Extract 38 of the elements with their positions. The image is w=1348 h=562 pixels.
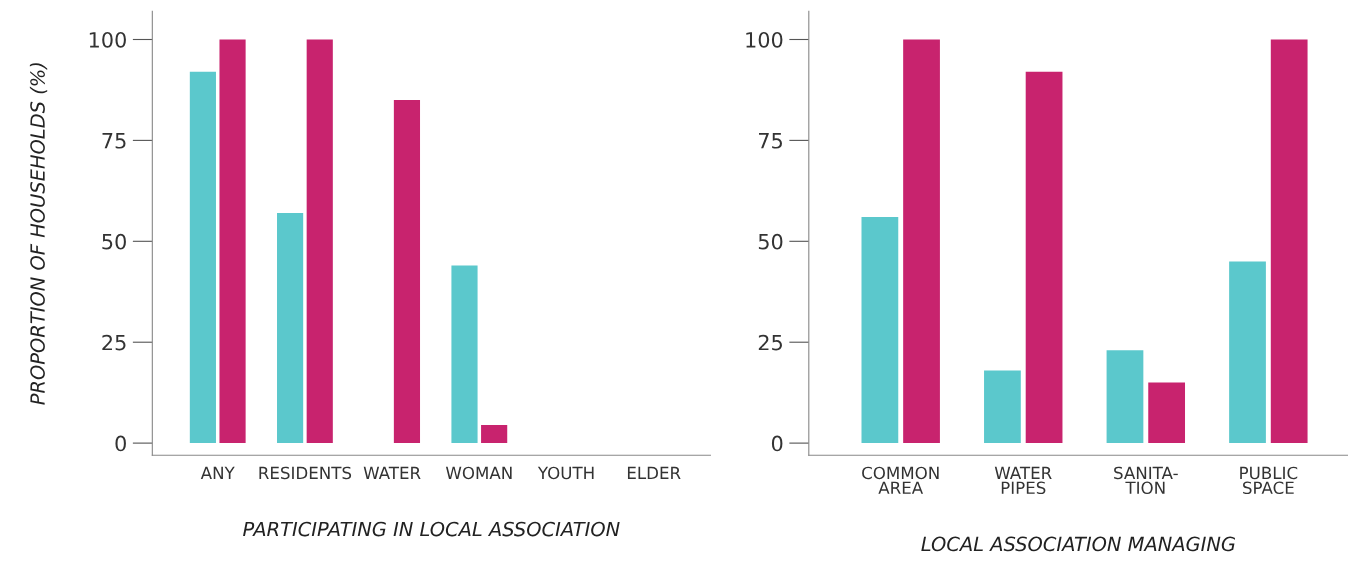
- y-tick-label: 25: [102, 334, 126, 351]
- y-tick-label: 50: [102, 233, 126, 250]
- y-tick-label: 75: [759, 133, 782, 149]
- y-tick-label: 75: [102, 133, 126, 149]
- y-tick-label: 100: [89, 31, 126, 48]
- x-tick-label: YOUTH: [537, 466, 594, 480]
- x-tick-label: ELDER: [627, 466, 681, 479]
- y-tick-label: 100: [746, 31, 783, 48]
- bar: [189, 71, 216, 444]
- y-tick-label: 0: [115, 435, 126, 452]
- x-tick-label: ANY: [200, 466, 235, 479]
- bar: [1025, 71, 1063, 444]
- x-tick-label: RESIDENTS: [259, 466, 352, 480]
- bar: [903, 39, 940, 444]
- bar: [393, 100, 421, 444]
- bar: [481, 424, 508, 444]
- x-tick-label: COMMON AREA: [862, 466, 939, 494]
- y-tick-label: 25: [758, 334, 782, 351]
- y-tick-label: 0: [771, 435, 783, 452]
- bar: [1148, 382, 1186, 444]
- y-axis-title: PROPORTION OF HOUSEHOLDS (%): [29, 63, 48, 405]
- bar: [1229, 261, 1266, 444]
- x-tick-label: PUBLIC SPACE: [1240, 466, 1298, 495]
- x-tick-label: WATER: [363, 466, 421, 479]
- x-axis-title: PARTICIPATING IN LOCAL ASSOCIATION: [243, 521, 620, 537]
- bar: [219, 39, 246, 444]
- bar: [306, 39, 333, 444]
- x-tick-label: WOMAN: [445, 466, 512, 480]
- bar: [277, 213, 304, 444]
- y-tick-label: 50: [758, 233, 783, 250]
- bar: [861, 217, 899, 444]
- x-axis-title: LOCAL ASSOCIATION MANAGING: [921, 536, 1236, 552]
- bar: [451, 265, 478, 444]
- bar: [1106, 350, 1144, 444]
- bar: [984, 370, 1021, 444]
- x-tick-label: WATER PIPES: [994, 466, 1052, 495]
- x-tick-label: SANITA- TION: [1114, 466, 1178, 495]
- bar: [1270, 39, 1308, 444]
